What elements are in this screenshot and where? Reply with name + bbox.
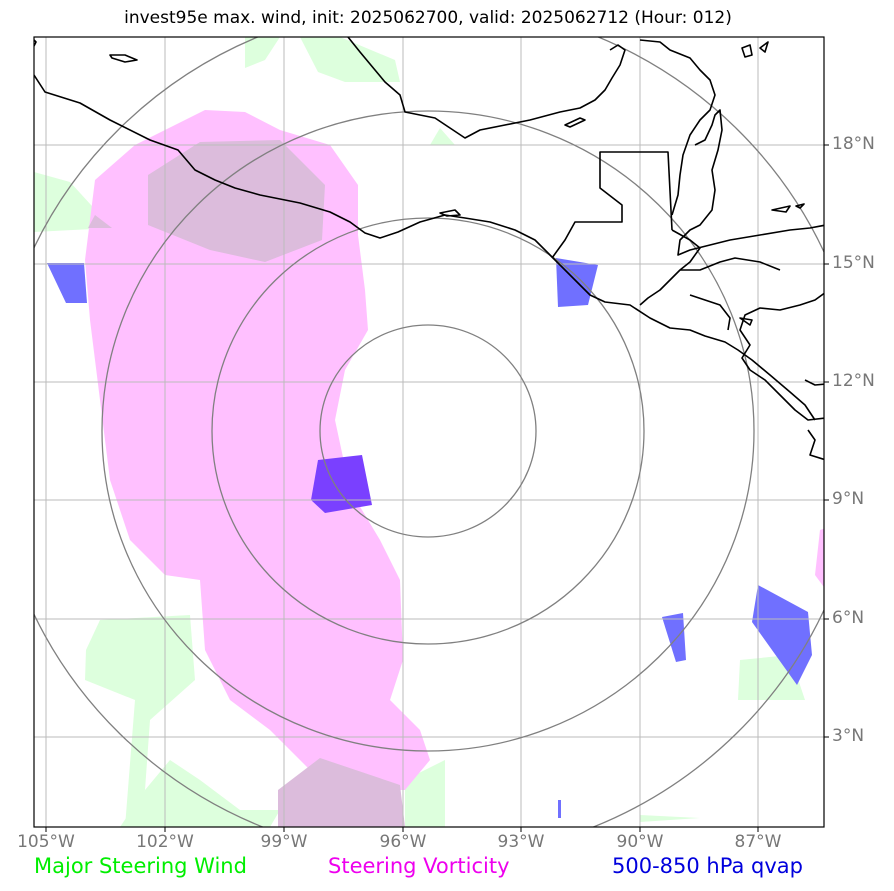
lat-label-12n: 12°N (832, 371, 875, 391)
map-border (33, 36, 825, 828)
legend-steering-wind: Major Steering Wind (34, 854, 247, 878)
island-g (439, 209, 461, 217)
wind-area-south-a (120, 760, 280, 827)
wind-area-south-sliver (640, 815, 700, 822)
qvap-area-southeast-a (662, 613, 686, 662)
wind-area-north-small (245, 37, 280, 68)
range-rings (34, 37, 824, 827)
steering-vorticity-area (85, 110, 824, 827)
island-e (771, 205, 791, 213)
lon-label-87w: 87°W (734, 832, 782, 852)
nicaragua-border (689, 294, 731, 331)
panama-coast (807, 429, 824, 461)
vorticity-overlap-north (148, 140, 325, 262)
legend-steering-vorticity: Steering Vorticity (328, 854, 510, 878)
honduras-border (680, 257, 781, 271)
legend-qvap: 500-850 hPa qvap (612, 854, 803, 878)
mexico-gulf-coast (347, 37, 626, 139)
island-b (564, 117, 586, 128)
lat-label-9n: 9°N (832, 489, 865, 509)
costa-rica-coast (804, 379, 824, 386)
island-c (741, 44, 753, 58)
island-f (795, 203, 805, 209)
island-d (759, 41, 769, 53)
range-ring-1 (319, 324, 537, 538)
island-h (739, 317, 753, 326)
axis-ticks (45, 144, 829, 832)
lon-label-96w: 96°W (379, 832, 427, 852)
mexico-pacific-coast (34, 74, 816, 421)
lon-label-102w: 102°W (136, 832, 194, 852)
central-america-isthmus (739, 292, 824, 421)
qvap-area-west (47, 263, 87, 303)
lon-label-105w: 105°W (17, 832, 75, 852)
wind-area-islet (430, 128, 455, 145)
coastlines (34, 37, 824, 461)
range-ring-3 (101, 110, 755, 752)
qvap-area-center (311, 455, 372, 513)
island-a (109, 54, 138, 63)
lat-label-3n: 3°N (832, 726, 865, 746)
lat-label-18n: 18°N (832, 134, 875, 154)
qvap-area-south (558, 800, 561, 818)
vorticity-overlap-south (278, 758, 405, 827)
lat-label-6n: 6°N (832, 608, 865, 628)
lon-label-99w: 99°W (260, 832, 308, 852)
map-title: invest95e max. wind, init: 2025062700, v… (124, 8, 732, 28)
central-america-coast (677, 109, 824, 256)
lon-label-93w: 93°W (497, 832, 545, 852)
range-ring-2 (211, 217, 645, 645)
belize-honduras-border (639, 229, 701, 306)
yucatan-peninsula (639, 39, 716, 216)
wind-area-north (300, 37, 400, 82)
lon-label-90w: 90°W (616, 832, 664, 852)
guatemala-border (551, 151, 673, 259)
wind-area-southwest (85, 615, 195, 827)
coast-north-a (34, 39, 37, 47)
lat-label-15n: 15°N (832, 253, 875, 273)
